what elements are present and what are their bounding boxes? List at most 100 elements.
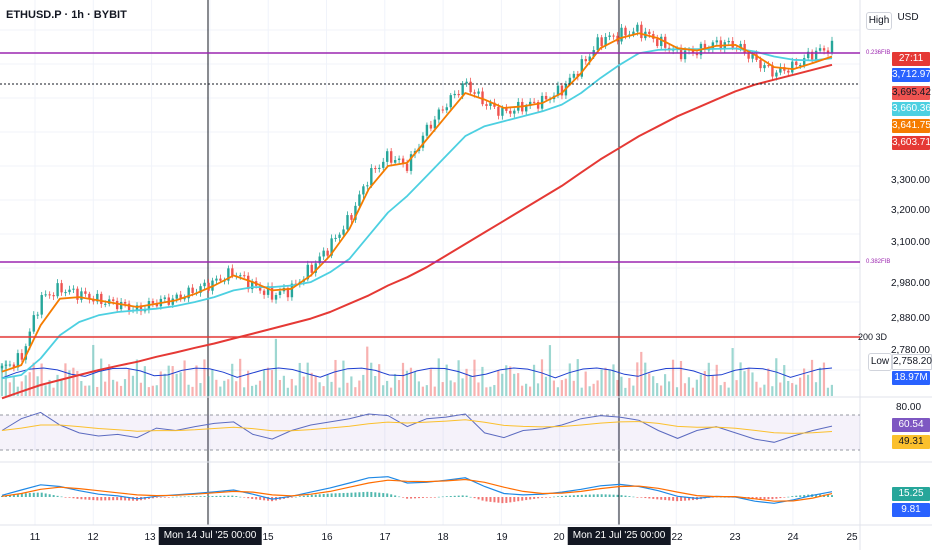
signal-value-tag: 9.81 [892, 503, 930, 517]
volume-bar [370, 362, 373, 396]
macd-histogram-bar [286, 497, 289, 499]
volume-bar [799, 377, 802, 396]
candle-body [278, 291, 282, 296]
volume-bar [457, 360, 460, 396]
volume-bar [691, 387, 695, 396]
candle-body [286, 287, 290, 298]
x-axis-label: 17 [379, 532, 391, 543]
volume-bar [660, 385, 663, 396]
x-axis-label: 24 [787, 532, 799, 543]
macd-histogram-bar [501, 497, 504, 504]
candle-body [560, 85, 564, 96]
volume-bar [104, 381, 107, 396]
volume-bar [453, 382, 456, 396]
low-button[interactable]: Low [868, 353, 892, 371]
volume-bar [552, 380, 556, 396]
candle-body [262, 290, 266, 295]
volume-bar [417, 381, 420, 396]
candle-body [656, 38, 659, 47]
macd-histogram-bar [473, 497, 476, 499]
volume-bar [310, 372, 313, 396]
volume-bar [20, 381, 23, 396]
candle-body [485, 104, 488, 106]
macd-histogram-bar [84, 497, 87, 500]
candle-body [826, 50, 830, 54]
volume-bar [683, 383, 687, 396]
macd-histogram-bar [600, 494, 603, 497]
macd-histogram-bar [112, 497, 115, 501]
candle-body [632, 31, 635, 35]
macd-histogram-bar [497, 497, 500, 503]
macd-histogram-bar [116, 497, 119, 501]
currency-button[interactable]: USD [897, 12, 919, 23]
volume-bar [302, 376, 305, 396]
volume-bar [532, 364, 536, 396]
volume-bar [441, 382, 444, 396]
volume-bar [620, 376, 623, 396]
macd-histogram-bar [390, 494, 393, 497]
candle-body [409, 154, 413, 171]
candle-body [791, 61, 794, 73]
candle-body [461, 83, 464, 96]
volume-bar [465, 368, 468, 396]
candle-body [608, 35, 611, 37]
volume-bar [330, 381, 333, 396]
candle-body [72, 288, 75, 290]
x-axis-label: 12 [87, 532, 99, 543]
candle-body [481, 91, 484, 105]
volume-bar [338, 387, 341, 396]
candle-body [759, 59, 762, 69]
high-button[interactable]: High [866, 12, 892, 30]
macd-histogram-bar [803, 494, 806, 497]
macd-histogram-bar [616, 494, 619, 497]
candle-body [830, 40, 834, 54]
candle-body [636, 24, 639, 32]
macd-histogram-bar [779, 497, 782, 499]
volume-bar [239, 358, 242, 396]
macd-histogram-bar [453, 495, 456, 497]
volume-bar [350, 376, 353, 396]
macd-histogram-bar [128, 497, 131, 501]
volume-bar [644, 362, 647, 396]
macd-histogram-bar [251, 497, 254, 499]
volume-tag: 18.97M [892, 371, 930, 385]
x-axis-label: 16 [321, 532, 333, 543]
macd-histogram-bar [48, 494, 51, 497]
macd-histogram-bar [370, 491, 373, 497]
candle-body [28, 331, 31, 347]
volume-bar [771, 386, 774, 396]
macd-histogram-bar [672, 497, 675, 501]
ema-fast-tag: 3,641.75 [892, 119, 931, 133]
volume-bar [509, 366, 512, 396]
macd-histogram-bar [596, 494, 599, 497]
volume-ma-line [1, 367, 833, 379]
x-axis-highlight-left: Mon 14 Jul '25 00:00 [158, 527, 262, 545]
macd-histogram-bar [334, 493, 337, 497]
volume-bar [84, 385, 87, 396]
macd-histogram-bar [485, 497, 488, 502]
macd-histogram-bar [60, 496, 63, 498]
volume-bar [163, 373, 166, 396]
symbol-title[interactable]: ETHUSD.P · 1h · BYBIT [6, 9, 127, 21]
candle-body [127, 303, 131, 312]
macd-histogram-bar [314, 494, 317, 497]
x-axis-highlight-right: Mon 21 Jul '25 00:00 [567, 527, 671, 545]
macd-histogram-bar [759, 497, 762, 500]
candle-body [648, 31, 651, 35]
volume-bar [282, 375, 285, 396]
candle-body [20, 353, 24, 360]
macd-histogram-bar [163, 497, 166, 498]
candle-body [183, 298, 186, 300]
candle-body [330, 238, 333, 256]
macd-histogram-bar [612, 494, 615, 497]
macd-histogram-bar [342, 493, 345, 497]
volume-bar [596, 380, 599, 396]
volume-bar [739, 362, 742, 396]
macd-histogram-bar [362, 492, 365, 497]
macd-histogram-bar [425, 497, 428, 498]
macd-histogram-bar [529, 497, 532, 500]
macd-histogram-bar [437, 496, 440, 498]
volume-bar [429, 369, 432, 396]
candle-body [437, 109, 441, 120]
